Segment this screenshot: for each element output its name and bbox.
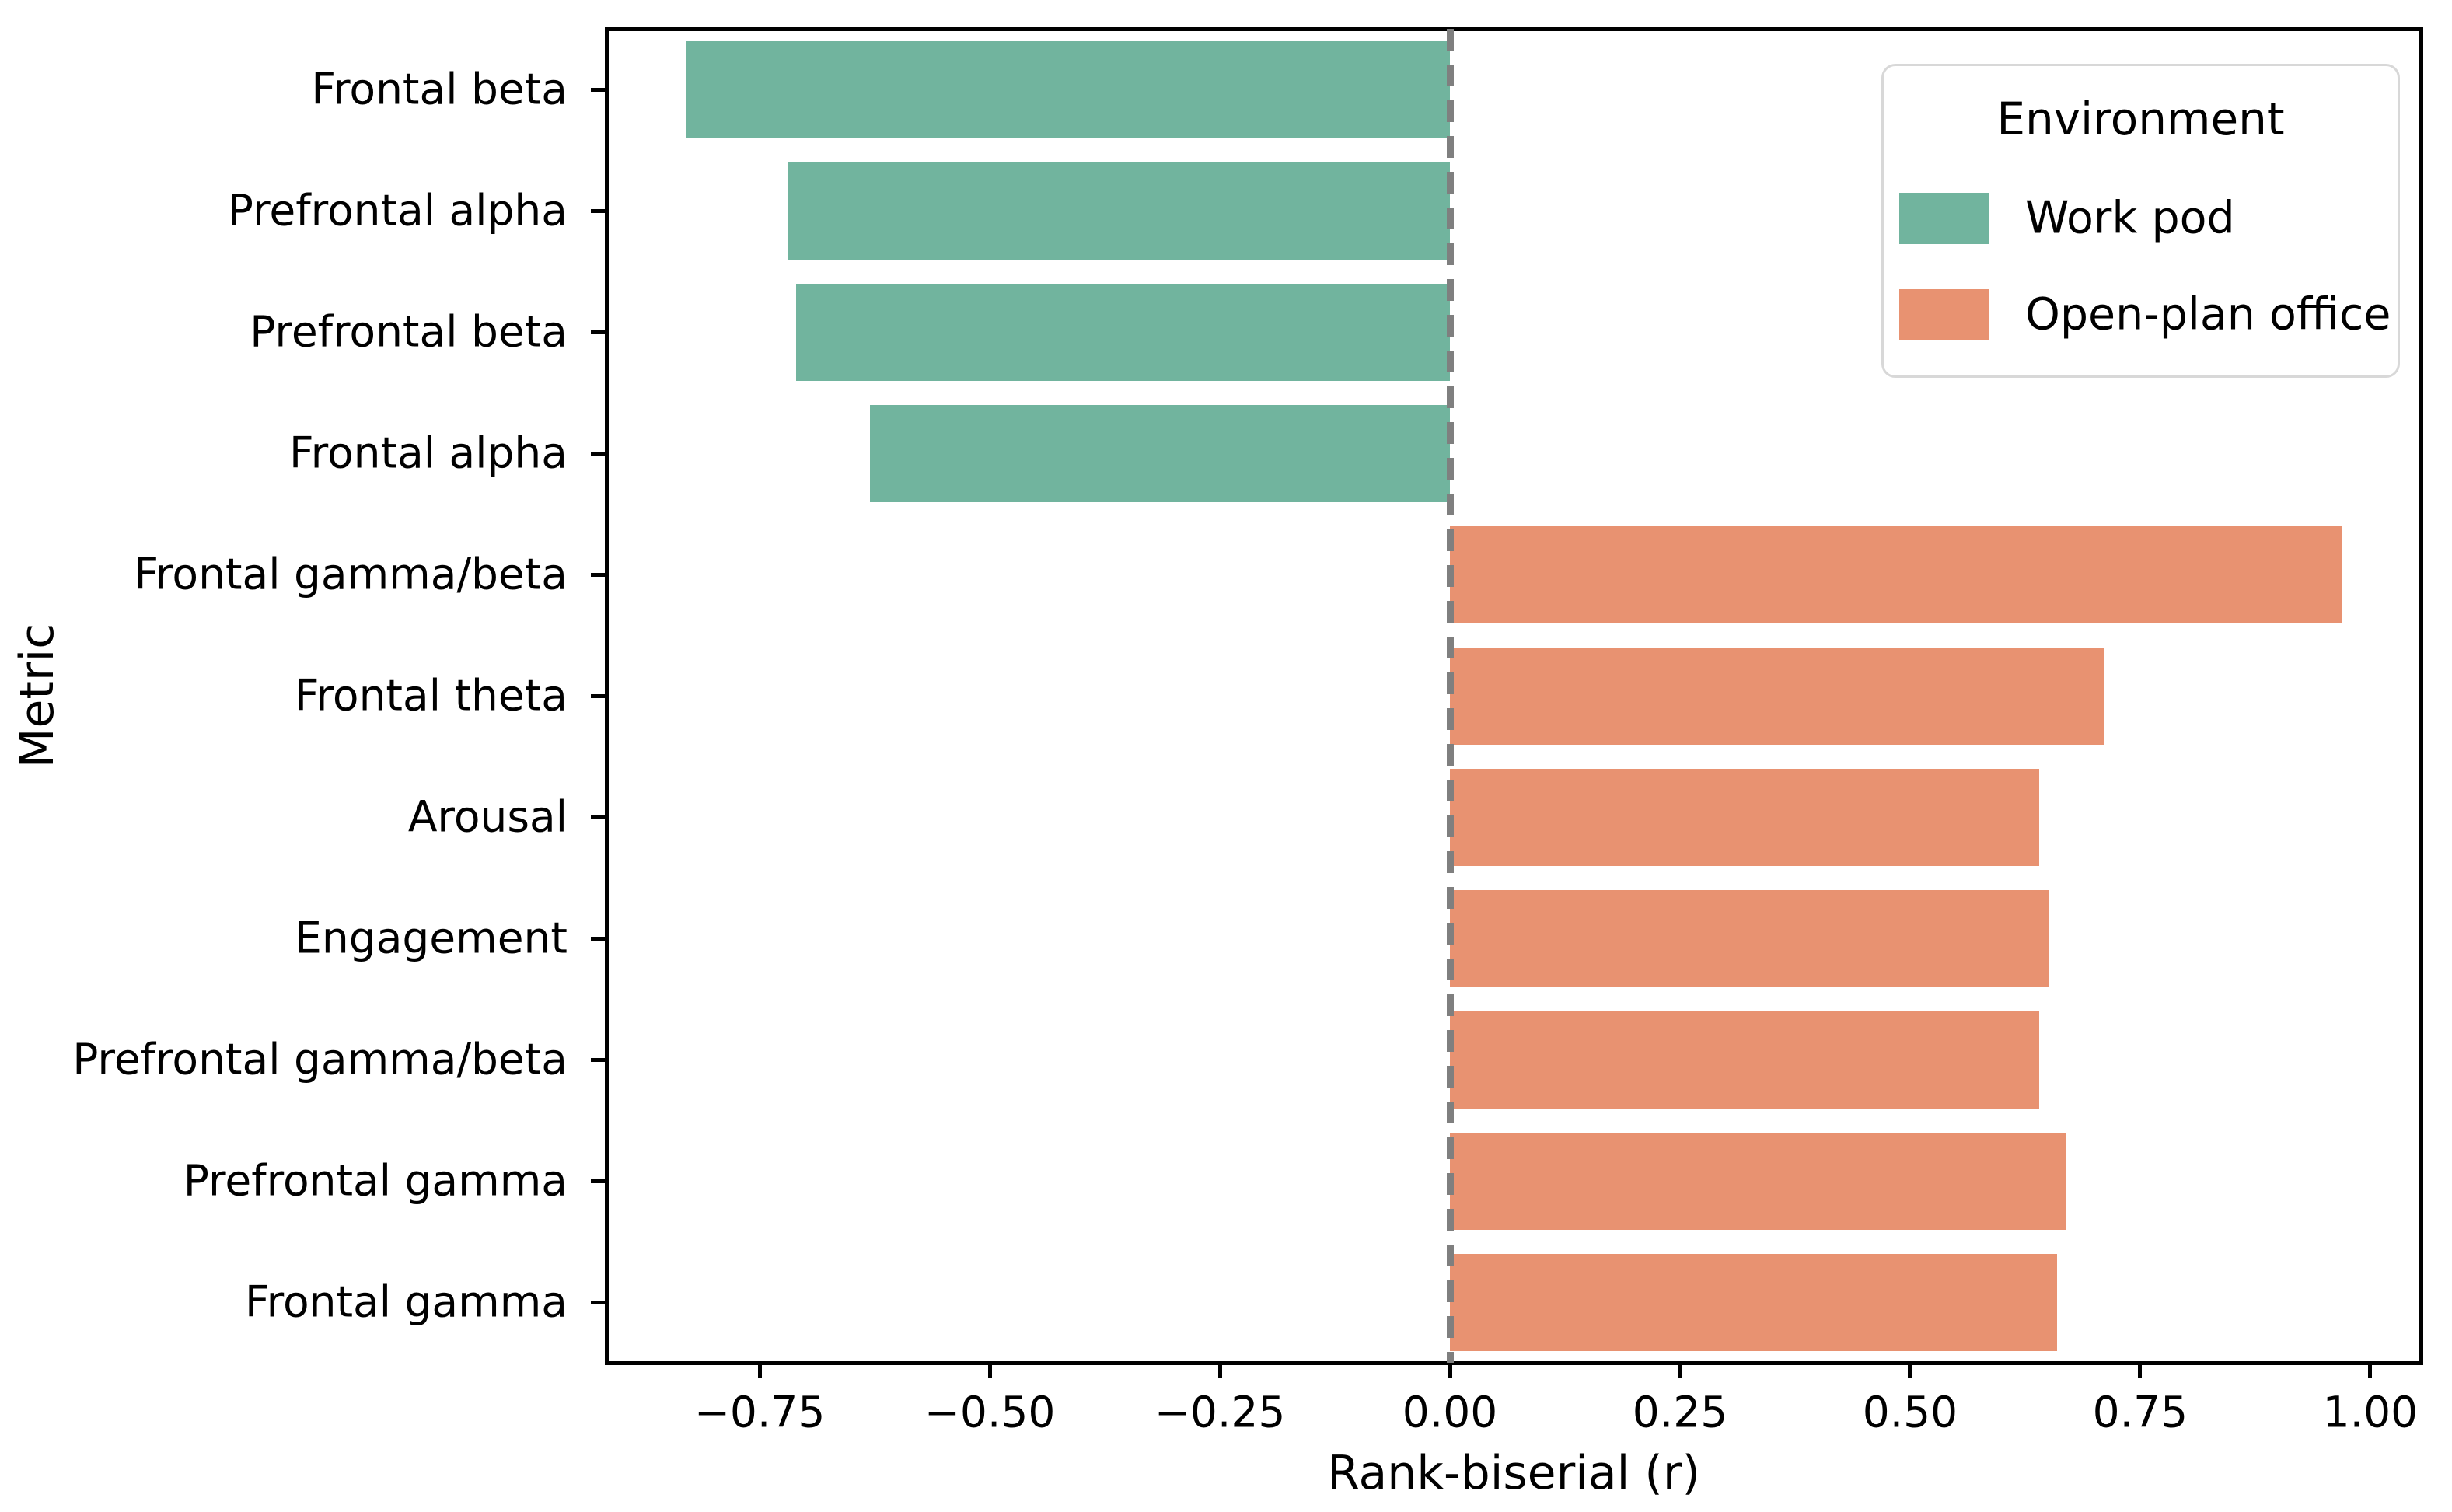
y-tick-label-prefrontal-gamma: Prefrontal gamma xyxy=(183,1155,568,1206)
bar-engagement xyxy=(1450,889,2049,987)
x-tick-label-0-25: 0.25 xyxy=(1632,1387,1728,1437)
y-tick-label-prefrontal-beta: Prefrontal beta xyxy=(250,306,568,357)
legend-label-open-plan-office: Open-plan office xyxy=(2025,288,2391,340)
bar-frontal-gamma xyxy=(1450,1253,2058,1351)
bar-prefrontal-alpha xyxy=(787,162,1450,260)
x-tick-0-75 xyxy=(757,1363,762,1378)
x-tick-label-1-00: 1.00 xyxy=(2322,1387,2419,1437)
x-tick-0-25 xyxy=(1678,1363,1682,1378)
bar-prefrontal-gamma-beta xyxy=(1450,1011,2039,1109)
x-tick-label-0-25: −0.25 xyxy=(1154,1387,1286,1437)
y-tick-prefrontal-beta xyxy=(591,330,606,334)
y-tick-label-arousal: Arousal xyxy=(407,791,568,842)
bar-frontal-gamma-beta xyxy=(1450,526,2343,623)
x-tick-0-75 xyxy=(2138,1363,2143,1378)
x-tick-0-25 xyxy=(1217,1363,1222,1378)
legend-label-work-pod: Work pod xyxy=(2025,192,2235,244)
x-tick-0-00 xyxy=(1448,1363,1452,1378)
bar-frontal-theta xyxy=(1450,647,2104,745)
legend-swatch-work-pod xyxy=(1899,193,1989,244)
legend: Environment Work pod Open-plan office xyxy=(1881,64,2400,378)
x-tick-label-0-50: −0.50 xyxy=(924,1387,1056,1437)
x-tick-label-0-75: 0.75 xyxy=(2092,1387,2188,1437)
y-tick-label-frontal-alpha: Frontal alpha xyxy=(288,428,568,478)
y-tick-prefrontal-gamma xyxy=(591,1179,606,1183)
y-tick-prefrontal-gamma-beta xyxy=(591,1057,606,1062)
bar-frontal-beta xyxy=(686,40,1450,138)
x-tick-0-50 xyxy=(1908,1363,1912,1378)
y-tick-label-prefrontal-alpha: Prefrontal alpha xyxy=(227,185,568,236)
x-tick-label-0-00: 0.00 xyxy=(1402,1387,1498,1437)
y-tick-frontal-alpha xyxy=(591,451,606,456)
y-tick-prefrontal-alpha xyxy=(591,208,606,213)
y-tick-label-frontal-gamma-beta: Frontal gamma/beta xyxy=(134,549,568,599)
zero-reference-line xyxy=(1446,29,1454,1363)
y-tick-label-frontal-beta: Frontal beta xyxy=(311,64,568,114)
x-tick-label-0-75: −0.75 xyxy=(693,1387,826,1437)
bar-frontal-alpha xyxy=(870,404,1450,502)
y-tick-frontal-theta xyxy=(591,693,606,698)
y-tick-frontal-gamma-beta xyxy=(591,572,606,577)
bar-prefrontal-gamma xyxy=(1450,1132,2067,1230)
legend-swatch-open-plan-office xyxy=(1899,289,1989,340)
x-axis-title: Rank-biserial (r) xyxy=(1327,1446,1700,1500)
y-tick-frontal-beta xyxy=(591,87,606,92)
x-tick-1-00 xyxy=(2368,1363,2373,1378)
y-tick-label-prefrontal-gamma-beta: Prefrontal gamma/beta xyxy=(72,1034,568,1084)
y-tick-arousal xyxy=(591,815,606,819)
legend-item-work-pod: Work pod xyxy=(1884,193,2398,244)
bar-prefrontal-beta xyxy=(796,283,1451,381)
y-tick-label-frontal-gamma: Frontal gamma xyxy=(244,1276,568,1327)
y-tick-frontal-gamma xyxy=(591,1300,606,1304)
x-tick-label-0-50: 0.50 xyxy=(1862,1387,1958,1437)
y-axis-title: Metric xyxy=(10,623,65,769)
legend-title: Environment xyxy=(1996,93,2285,145)
y-tick-label-engagement: Engagement xyxy=(295,913,568,963)
y-tick-label-frontal-theta: Frontal theta xyxy=(294,670,568,721)
x-tick-0-50 xyxy=(987,1363,992,1378)
legend-item-open-plan-office: Open-plan office xyxy=(1884,289,2398,340)
bar-arousal xyxy=(1450,768,2039,866)
y-tick-engagement xyxy=(591,936,606,941)
